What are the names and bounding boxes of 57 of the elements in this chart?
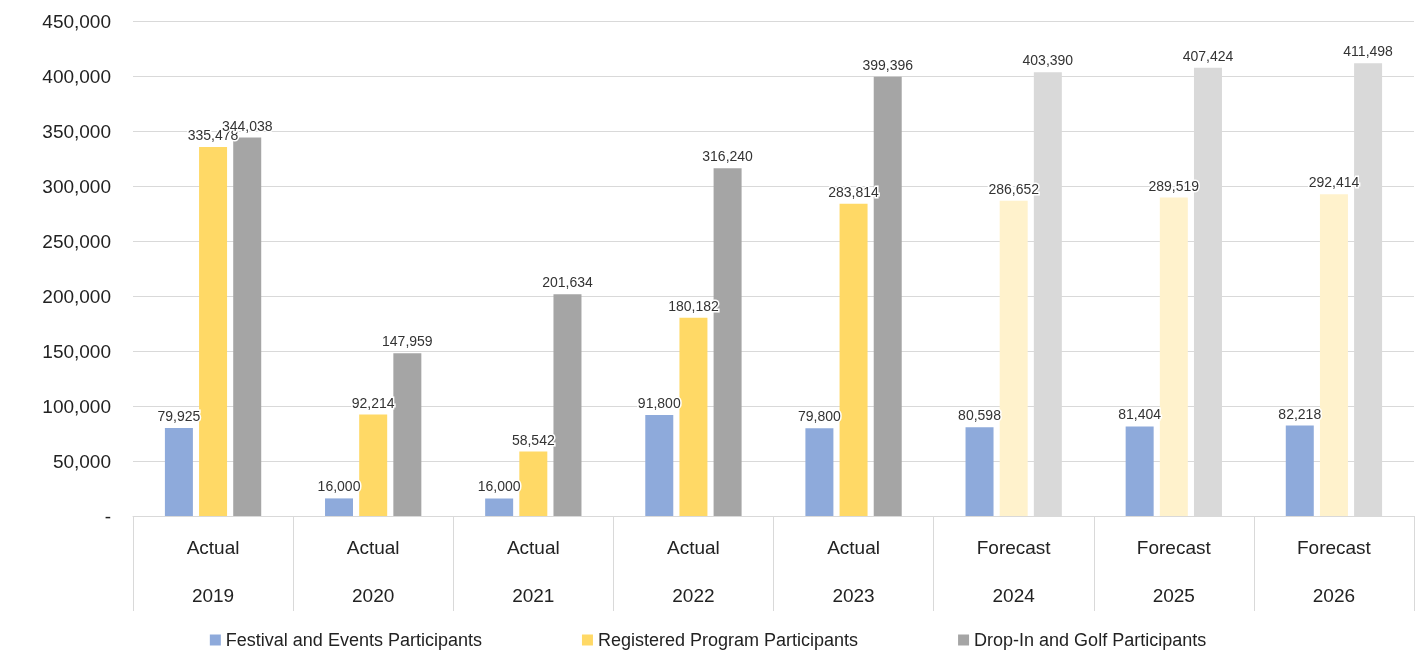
data-label: 147,959	[382, 333, 433, 350]
bar	[325, 498, 354, 516]
bar	[553, 294, 582, 516]
data-label: 92,214	[351, 394, 395, 411]
data-label: 180,182	[668, 297, 719, 314]
bar	[164, 428, 193, 516]
data-label: 81,404	[1118, 406, 1162, 423]
data-label: 407,424	[1182, 47, 1234, 64]
category-label: Forecast 2025	[1136, 536, 1211, 606]
data-label: 316,240	[702, 148, 754, 165]
y-tick-label: 300,000	[42, 175, 111, 197]
bar	[965, 427, 994, 516]
category-label: Actual 2020	[346, 536, 400, 606]
data-label: 411,498	[1343, 43, 1394, 60]
y-tick-label: 200,000	[42, 285, 111, 307]
y-tick-label: 400,000	[42, 65, 111, 87]
data-label: 58,542	[511, 431, 555, 448]
data-label: 82,218	[1278, 405, 1322, 422]
bar	[999, 200, 1028, 516]
bar	[519, 451, 548, 516]
category-label: Actual 2021	[506, 536, 560, 606]
y-tick-label: -	[104, 505, 111, 527]
data-label: 399,396	[862, 56, 914, 73]
data-label: 289,519	[1148, 177, 1200, 194]
y-tick-label: 150,000	[42, 340, 111, 362]
data-label: 283,814	[828, 183, 880, 200]
bar	[1285, 425, 1314, 516]
bar	[1125, 426, 1154, 516]
y-tick-label: 350,000	[42, 120, 111, 142]
bar	[679, 317, 708, 516]
category-label: Actual 2019	[186, 536, 240, 606]
bar	[839, 203, 868, 516]
category-label: Actual 2022	[667, 536, 720, 606]
data-label: 286,652	[988, 180, 1040, 197]
bar	[1159, 197, 1188, 516]
category-label: Forecast 2024	[976, 536, 1051, 606]
y-tick-label: 50,000	[52, 450, 111, 472]
data-label: 201,634	[542, 274, 593, 291]
y-tick-label: 250,000	[42, 230, 111, 252]
bar	[359, 414, 388, 516]
data-label: 403,390	[1022, 52, 1074, 69]
data-label: 16,000	[477, 478, 521, 495]
bar	[805, 428, 834, 516]
legend-label: Registered Program Participants	[597, 630, 859, 650]
y-tick-label: 450,000	[42, 10, 111, 32]
bar	[199, 146, 228, 516]
bar	[1319, 194, 1348, 516]
data-label: 80,598	[958, 407, 1002, 424]
legend-label: Festival and Events Participants	[225, 630, 482, 650]
category-label: Forecast 2026	[1296, 536, 1371, 606]
category-label: Actual 2023	[827, 536, 880, 606]
bar	[393, 353, 422, 516]
bar	[485, 498, 514, 516]
data-label: 292,414	[1308, 174, 1360, 191]
bar	[645, 415, 674, 516]
legend-label: Drop-In and Golf Participants	[974, 630, 1207, 650]
y-tick-label: 100,000	[42, 395, 111, 417]
